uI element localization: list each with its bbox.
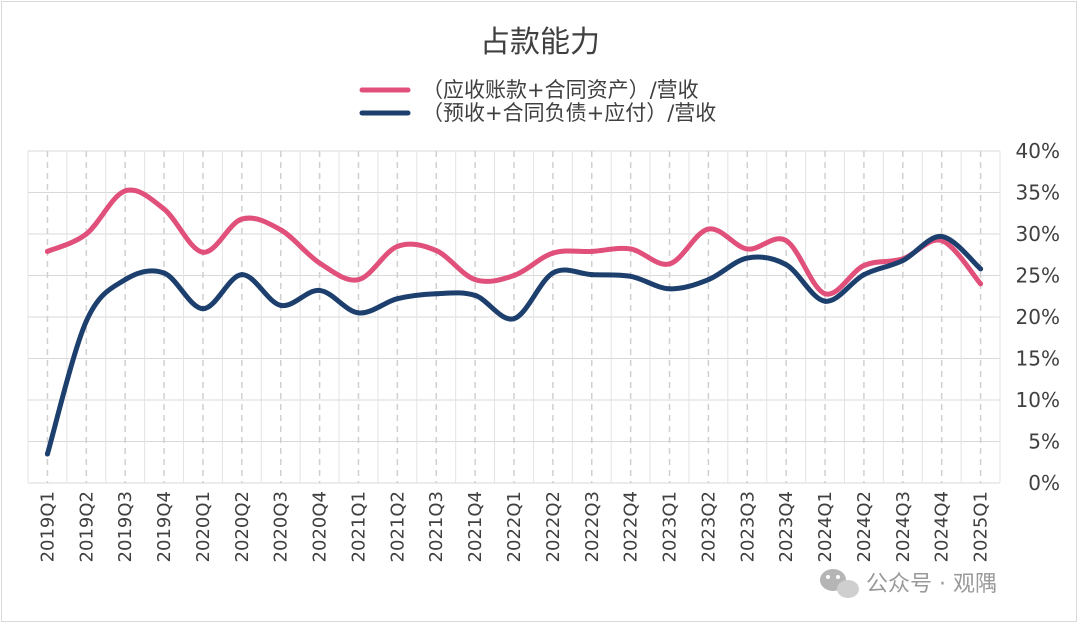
x-tick-label: 2022Q2 — [543, 491, 564, 562]
data-point-series-1 — [278, 302, 284, 308]
x-tick-label: 2021Q2 — [387, 491, 408, 562]
y-tick-label: 0% — [1028, 471, 1060, 495]
data-point-series-1 — [83, 318, 89, 324]
x-tick-label: 2021Q3 — [426, 491, 447, 562]
y-tick-label: 10% — [1016, 388, 1060, 412]
data-point-series-1 — [861, 272, 867, 278]
data-point-series-1 — [200, 306, 206, 312]
series-line-1 — [44, 233, 984, 457]
data-point-series-0 — [278, 227, 284, 233]
data-point-series-1 — [239, 272, 245, 278]
x-tick-label: 2019Q4 — [154, 491, 175, 562]
data-point-series-0 — [317, 260, 323, 266]
grid — [27, 150, 1001, 484]
x-axis-ticks: 2019Q1 2019Q2 2019Q3 2019Q4 2020Q1 2020Q2 2020… — [37, 491, 991, 562]
data-point-series-0 — [589, 248, 595, 254]
x-tick-label: 2024Q4 — [932, 491, 953, 562]
x-tick-label: 2019Q1 — [37, 491, 58, 562]
x-tick-label: 2022Q3 — [582, 491, 603, 562]
data-point-series-1 — [744, 255, 750, 261]
x-tick-label: 2019Q3 — [115, 491, 136, 562]
data-point-series-1 — [433, 291, 439, 297]
y-tick-label: 5% — [1028, 430, 1060, 454]
data-point-series-0 — [355, 277, 361, 283]
data-point-series-0 — [783, 238, 789, 244]
data-point-series-0 — [511, 273, 517, 278]
x-tick-label: 2022Q4 — [621, 491, 642, 562]
data-point-series-0 — [161, 206, 167, 212]
watermark: 公众号 · 观隅 — [820, 569, 997, 598]
data-point-series-1 — [939, 233, 945, 239]
data-point-series-0 — [122, 188, 128, 194]
data-point-series-1 — [355, 310, 361, 316]
y-tick-label: 40% — [1016, 139, 1060, 163]
x-tick-label: 2020Q4 — [310, 491, 331, 562]
x-tick-label: 2023Q2 — [698, 491, 719, 562]
data-point-series-1 — [822, 298, 828, 304]
data-point-series-0 — [822, 291, 828, 297]
data-point-series-0 — [939, 238, 945, 244]
legend: （应收账款+合同资产）/营收 （预收+合同负债+应付）/营收 — [359, 78, 716, 125]
y-tick-label: 20% — [1016, 305, 1060, 329]
data-point-series-0 — [978, 281, 984, 287]
data-point-series-0 — [628, 246, 634, 252]
data-point-series-0 — [705, 226, 711, 232]
data-point-series-1 — [705, 277, 711, 283]
data-point-series-1 — [122, 277, 128, 283]
x-tick-label: 2020Q3 — [271, 491, 292, 562]
data-point-series-1 — [589, 272, 595, 278]
y-tick-label: 35% — [1016, 181, 1060, 205]
data-point-series-0 — [744, 246, 750, 252]
data-point-series-1 — [472, 292, 478, 298]
data-point-series-1 — [511, 316, 517, 322]
y-tick-label: 30% — [1016, 222, 1060, 246]
x-tick-label: 2023Q3 — [737, 491, 758, 562]
data-point-series-0 — [200, 249, 206, 255]
x-tick-label: 2025Q1 — [971, 491, 992, 562]
data-point-series-0 — [83, 231, 89, 237]
x-tick-label: 2020Q1 — [193, 491, 214, 562]
data-point-series-1 — [394, 296, 400, 302]
y-axis-ticks: 0% 5% 10% 15% 20% 25% 30% 35% 40% — [1016, 139, 1060, 495]
watermark-text: 公众号 · 观隅 — [866, 572, 997, 597]
x-tick-label: 2022Q1 — [504, 491, 525, 562]
data-point-series-1 — [978, 266, 984, 272]
data-point-series-0 — [667, 261, 673, 267]
wechat-icon — [820, 569, 859, 598]
x-tick-label: 2023Q1 — [660, 491, 681, 562]
data-point-series-0 — [861, 263, 867, 269]
series-lines — [44, 187, 984, 457]
x-tick-label: 2024Q2 — [854, 491, 875, 562]
data-point-series-1 — [550, 270, 556, 276]
y-tick-label: 15% — [1016, 347, 1060, 371]
x-tick-label: 2024Q3 — [893, 491, 914, 562]
x-tick-label: 2024Q1 — [815, 491, 836, 562]
x-tick-label: 2023Q4 — [776, 491, 797, 562]
legend-label-receivables: （应收账款+合同资产）/营收 — [422, 78, 699, 102]
x-tick-label: 2019Q2 — [76, 491, 97, 562]
legend-label-payables: （预收+合同负债+应付）/营收 — [422, 101, 716, 125]
x-tick-label: 2021Q1 — [348, 491, 369, 562]
data-point-series-0 — [394, 243, 400, 249]
data-point-series-0 — [433, 248, 439, 254]
data-point-series-0 — [472, 277, 478, 283]
data-point-series-1 — [317, 287, 323, 293]
x-tick-label: 2021Q4 — [465, 491, 486, 562]
data-point-series-1 — [161, 270, 167, 276]
chart-title: 占款能力 — [480, 25, 600, 60]
x-tick-label: 2020Q2 — [232, 491, 253, 562]
data-point-series-1 — [44, 451, 50, 457]
data-point-series-1 — [783, 262, 789, 268]
y-tick-label: 25% — [1016, 264, 1060, 288]
data-point-series-0 — [239, 216, 245, 222]
data-point-series-1 — [667, 286, 673, 292]
data-point-series-0 — [550, 250, 556, 256]
data-point-series-0 — [44, 248, 50, 254]
data-point-series-1 — [628, 273, 634, 279]
data-point-series-1 — [900, 258, 906, 264]
